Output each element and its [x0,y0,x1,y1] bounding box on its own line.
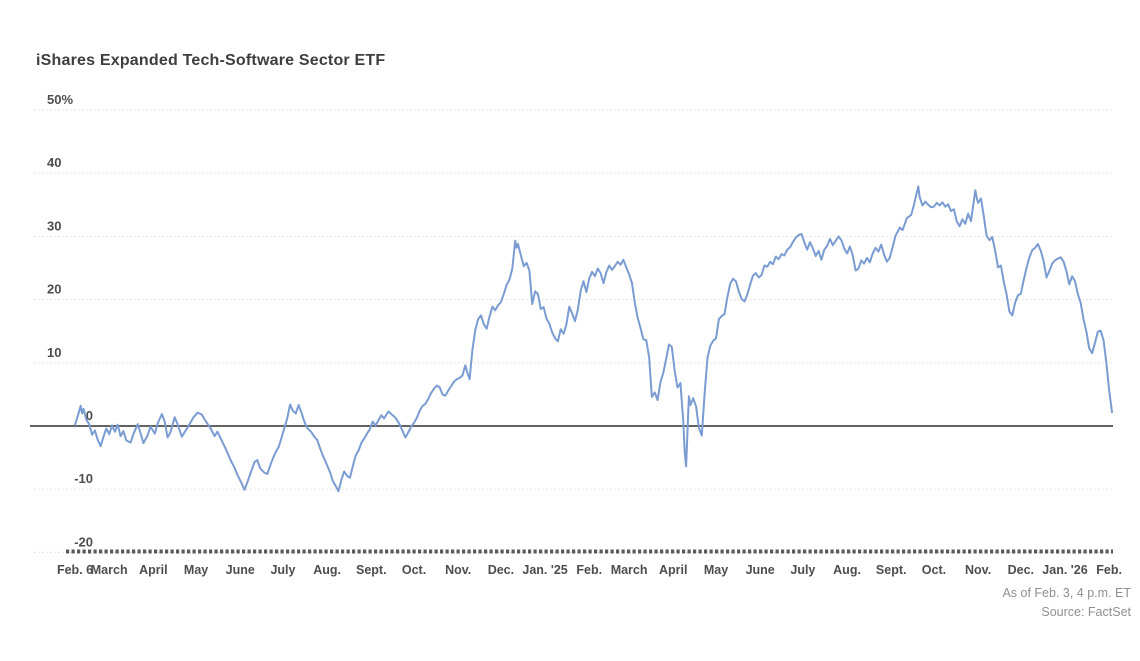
chart-title: iShares Expanded Tech-Software Sector ET… [36,52,386,69]
as-of-timestamp: As of Feb. 3, 4 p.m. ET [1002,586,1131,600]
source-credit: Source: FactSet [1041,605,1131,619]
x-axis-label-7: Sept. [356,563,387,577]
y-axis-label-40: 40 [47,155,61,170]
x-axis-label-8: Oct. [402,563,426,577]
y-axis-label-50: 50% [47,92,73,107]
x-axis-label-6: Aug. [313,563,341,577]
x-axis-label-3: May [184,563,208,577]
x-axis-label-9: Nov. [445,563,471,577]
x-axis-label-23: Jan. '26 [1042,563,1087,577]
x-axis-label-18: Aug. [833,563,861,577]
x-axis-label-21: Nov. [965,563,991,577]
y-axis-label-10: 10 [47,345,61,360]
y-axis-label--10: -10 [74,471,93,486]
y-axis-label-30: 30 [47,218,61,233]
y-axis-label--20: -20 [74,534,93,549]
chart-footer: As of Feb. 3, 4 p.m. ET Source: FactSet [1002,584,1131,622]
x-axis-label-5: July [270,563,295,577]
y-axis-label-20: 20 [47,282,61,297]
x-axis-label-19: Sept. [876,563,907,577]
x-axis-label-22: Dec. [1008,563,1034,577]
x-axis-label-17: July [790,563,815,577]
x-axis-label-2: April [139,563,167,577]
x-axis-label-11: Jan. '25 [522,563,567,577]
x-axis-label-12: Feb. [576,563,602,577]
x-axis-label-0: Feb. 6 [57,563,93,577]
x-axis-label-16: June [746,563,775,577]
y-axis-label-0: 0 [86,408,93,423]
x-axis-label-4: June [226,563,255,577]
x-axis-label-24: Feb. [1096,563,1122,577]
x-axis-label-14: April [659,563,687,577]
price-line [74,185,1113,493]
x-axis-label-13: March [611,563,648,577]
x-axis-label-15: May [704,563,728,577]
x-axis-label-1: March [91,563,128,577]
x-axis-label-10: Dec. [488,563,514,577]
x-axis-label-20: Oct. [922,563,946,577]
